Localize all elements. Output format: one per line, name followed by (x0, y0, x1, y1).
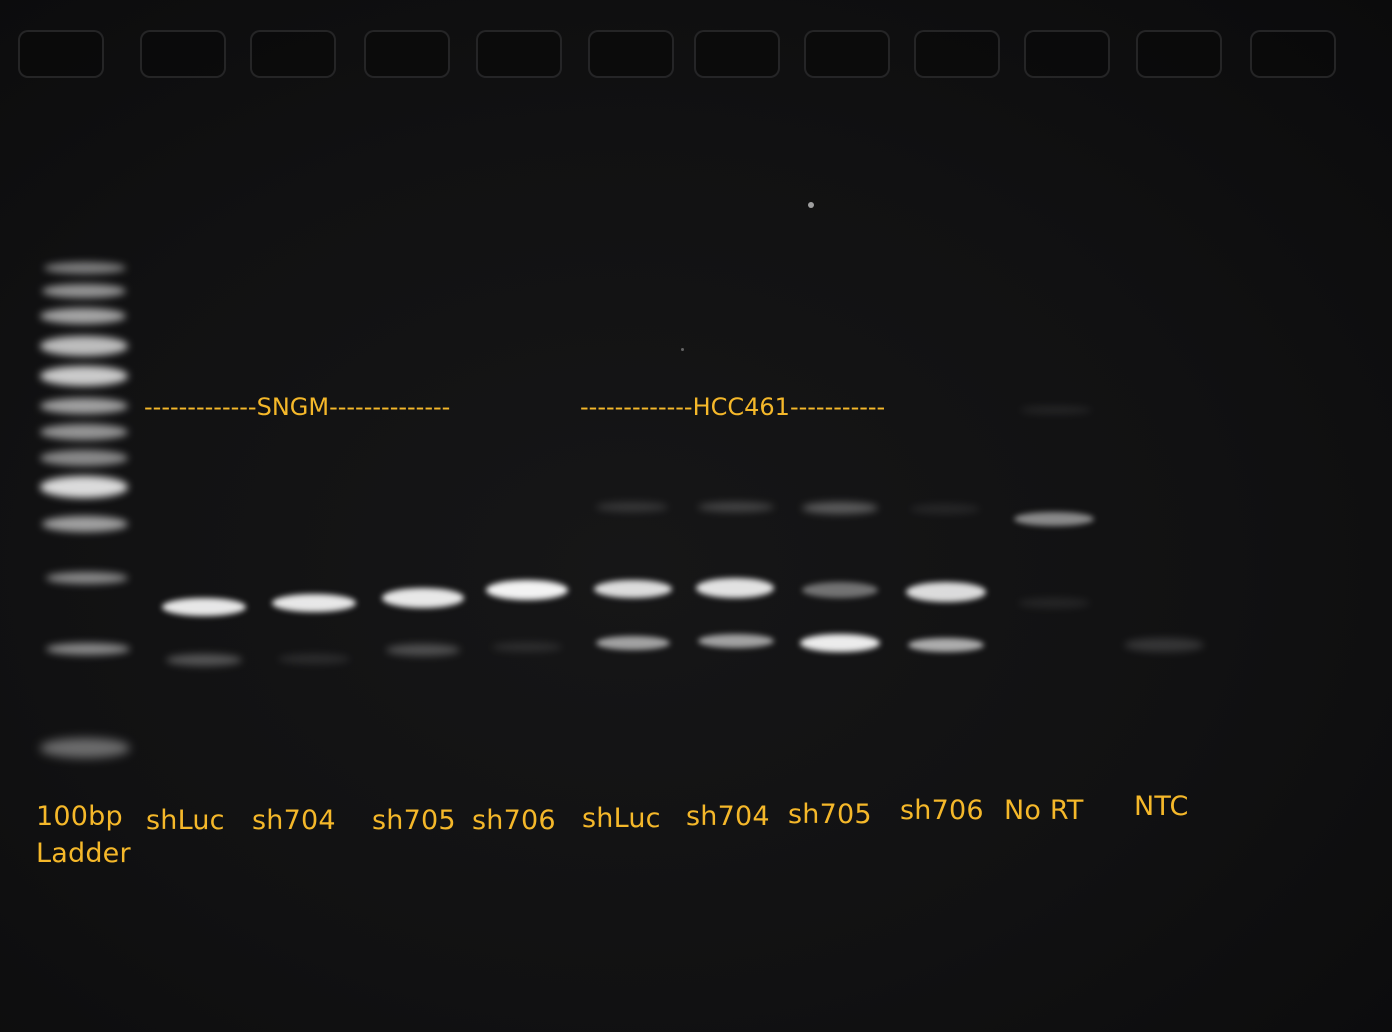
gel-well (914, 30, 1000, 78)
main-band (696, 578, 774, 598)
gel-well (476, 30, 562, 78)
ladder-band (46, 643, 130, 655)
main-band (382, 588, 464, 608)
lane-label-ladder: 100bp Ladder (36, 798, 131, 872)
group-label-sngm: -------------SNGM-------------- (144, 393, 450, 421)
lane-label-shluc-sngm: shLuc (146, 802, 225, 839)
lane-label-line2: Ladder (36, 835, 131, 872)
lane-label-sh704-sngm: sh704 (252, 802, 336, 839)
lane-label-no-rt: No RT (1004, 792, 1084, 829)
lower-band (1018, 598, 1090, 608)
dust-speck (681, 348, 684, 351)
ladder-band (40, 450, 128, 466)
upper-band (1020, 406, 1092, 414)
ladder-band (46, 572, 128, 584)
primer-band (1124, 638, 1204, 652)
ladder-band (40, 308, 126, 324)
lower-band (908, 638, 984, 652)
gel-well (364, 30, 450, 78)
ladder-band (42, 284, 126, 298)
lane-label-ntc: NTC (1134, 788, 1189, 825)
gel-well (694, 30, 780, 78)
group-label-hcc461: -------------HCC461----------- (580, 393, 885, 421)
main-band (906, 582, 986, 602)
lower-band (800, 634, 880, 652)
ladder-band (40, 336, 128, 356)
lane-label-sh705-hcc461: sh705 (788, 796, 872, 833)
gel-well (1024, 30, 1110, 78)
main-band (1014, 512, 1094, 526)
ladder-band (44, 262, 126, 274)
lower-band (596, 636, 670, 650)
main-band (594, 580, 672, 598)
ladder-band (40, 424, 128, 440)
upper-band (596, 502, 668, 512)
lane-label-sh706-hcc461: sh706 (900, 792, 984, 829)
ladder-band (40, 398, 128, 414)
gel-well (250, 30, 336, 78)
upper-band (698, 502, 774, 512)
ladder-band (40, 476, 128, 498)
main-band (486, 580, 568, 600)
lower-band (386, 644, 460, 656)
gel-well (804, 30, 890, 78)
gel-well (1136, 30, 1222, 78)
main-band (802, 582, 878, 598)
gel-well (18, 30, 104, 78)
lane-label-shluc-hcc461: shLuc (582, 800, 661, 837)
lane-label-line1: 100bp (36, 798, 131, 835)
ladder-band (40, 366, 128, 386)
lane-label-sh706-sngm: sh706 (472, 802, 556, 839)
lower-band (492, 642, 562, 652)
gel-well (1250, 30, 1336, 78)
upper-band (802, 502, 878, 514)
upper-band (910, 504, 980, 514)
main-band (272, 594, 356, 612)
lower-band (166, 654, 242, 666)
ladder-band (40, 738, 130, 758)
dust-speck (808, 202, 814, 208)
gel-well (140, 30, 226, 78)
main-band (162, 598, 246, 616)
lane-label-sh705-sngm: sh705 (372, 802, 456, 839)
ladder-band (42, 516, 128, 532)
gel-well (588, 30, 674, 78)
lower-band (278, 654, 350, 664)
lane-label-sh704-hcc461: sh704 (686, 798, 770, 835)
lower-band (698, 634, 774, 648)
